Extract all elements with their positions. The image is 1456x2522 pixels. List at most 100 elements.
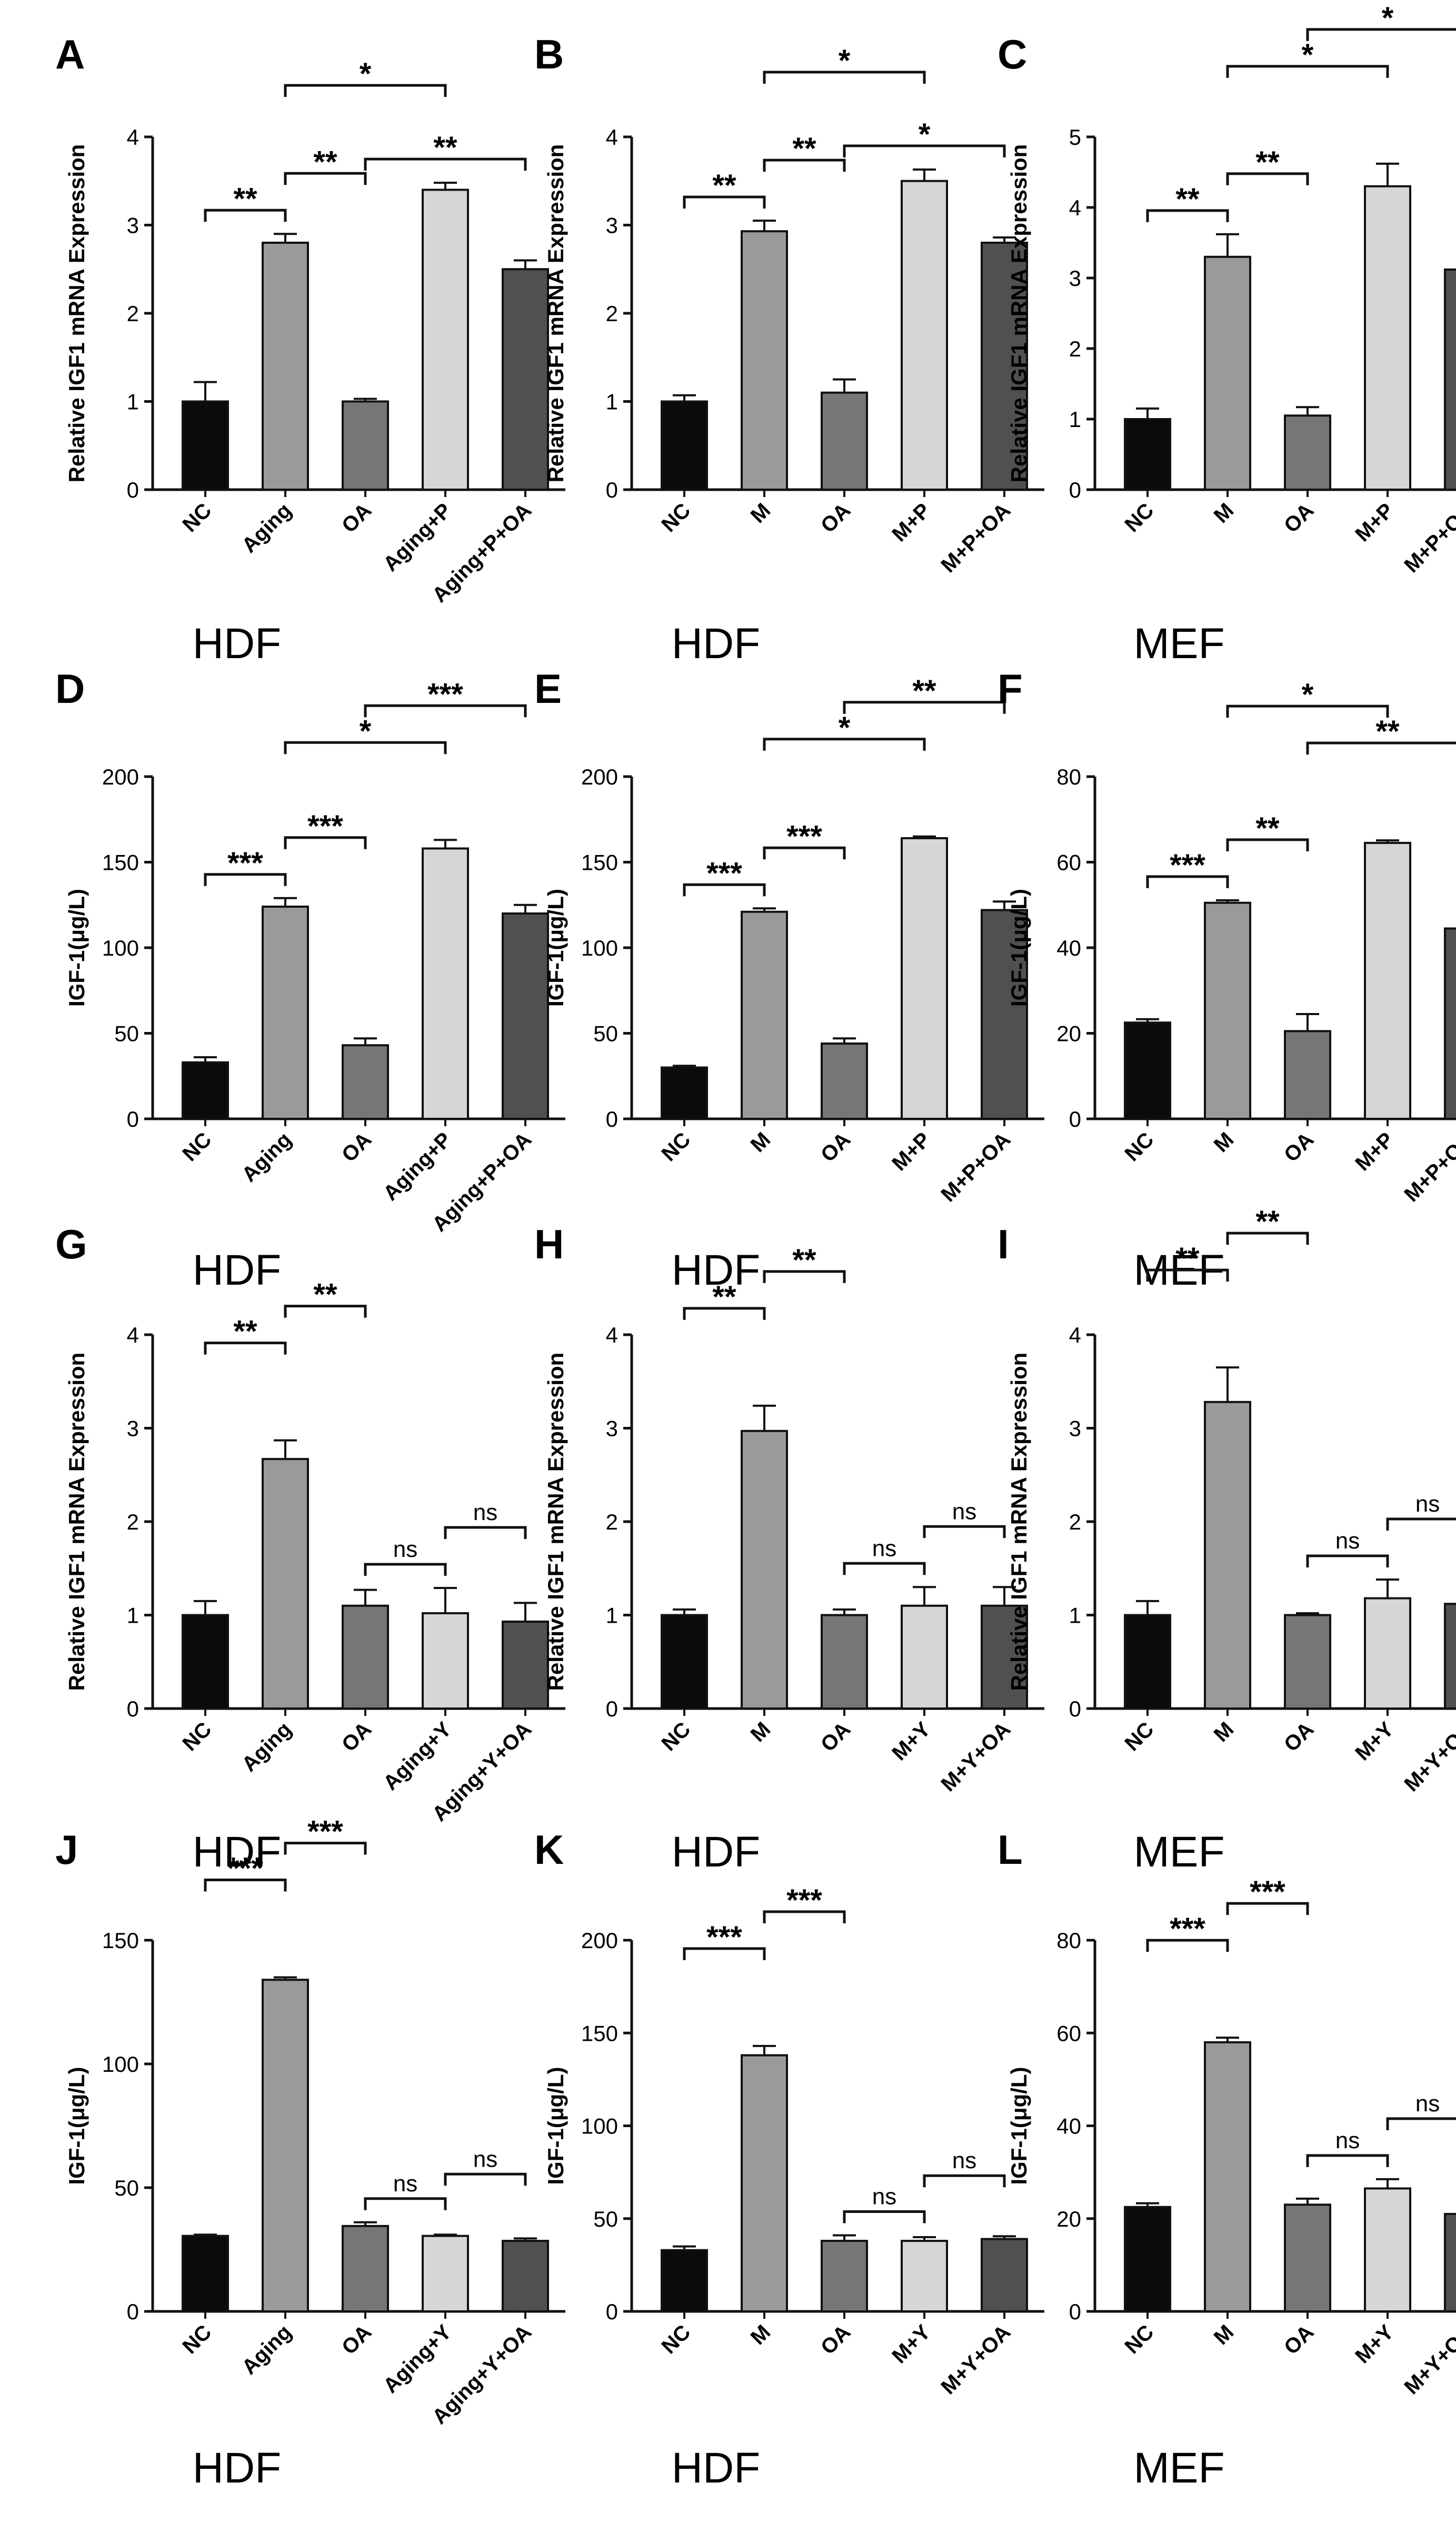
significance-bracket (364, 704, 527, 718)
x-tick-label: NC (1120, 1717, 1158, 1755)
significance-label: ** (912, 674, 936, 708)
y-axis-label: Relative IGF1 mRNA Expression (1006, 144, 1031, 483)
bar (901, 2240, 948, 2312)
x-tick-label: M+P+OA (1400, 499, 1456, 577)
bar (1364, 185, 1411, 491)
panel-letter: E (534, 666, 562, 712)
x-tick-label: OA (816, 1717, 855, 1756)
bar (661, 1066, 708, 1120)
bar (821, 1042, 868, 1120)
bar (1204, 255, 1251, 491)
x-tick-label: NC (178, 1128, 216, 1166)
significance-bracket (204, 208, 287, 222)
y-tick-label: 50 (114, 2176, 139, 2200)
y-tick-label: 40 (1056, 2114, 1081, 2139)
y-tick-label: 0 (606, 1107, 618, 1131)
y-tick-label: 3 (1069, 1416, 1081, 1441)
y-tick-label: 4 (1069, 195, 1081, 220)
significance-label: *** (786, 819, 822, 853)
panel-d: D 0 50 100 150 200 IGF-1(μg/L) NC Aging OA Aging+P… (55, 666, 565, 1294)
y-tick-label: 150 (102, 850, 139, 875)
significance-bracket (763, 846, 846, 860)
significance-label: ns (952, 2148, 976, 2173)
x-tick-label: OA (1280, 499, 1319, 538)
panel-l: L 0 20 40 60 80 IGF-1(μg/L) NC M OA M+Y M+Y+OA *** **… (998, 1826, 1456, 2492)
significance-label: ns (393, 2171, 417, 2197)
y-tick-label: 1 (606, 1603, 618, 1628)
y-tick-label: 100 (581, 2114, 618, 2139)
significance-label: ** (1255, 811, 1280, 846)
x-tick-label: M+Y+OA (936, 2320, 1015, 2399)
x-tick-label: OA (1280, 1717, 1319, 1756)
cell-type-label: MEF (1133, 620, 1224, 668)
significance-bracket (683, 883, 766, 897)
y-tick-label: 0 (127, 478, 139, 502)
x-tick-label: OA (1280, 2320, 1319, 2359)
y-tick-label: 50 (593, 1021, 618, 1046)
y-tick-label: 3 (127, 1416, 139, 1441)
x-tick-label: M+P (1351, 499, 1398, 546)
bar (661, 2249, 708, 2312)
significance-bracket (1146, 1268, 1229, 1282)
x-tick-label: NC (657, 1128, 695, 1166)
significance-label: *** (307, 809, 343, 843)
y-tick-label: 2 (1069, 1510, 1081, 1534)
panel-c: C 0 1 2 3 4 5 Relative IGF1 mRNA Expression NC M O… (998, 1, 1456, 668)
y-tick-label: 80 (1056, 1928, 1081, 1953)
y-tick-label: 100 (581, 936, 618, 960)
x-tick-label: OA (816, 2320, 855, 2359)
bar (901, 1604, 948, 1710)
significance-bracket (284, 836, 367, 849)
bar (342, 400, 389, 491)
y-tick-label: 20 (1056, 1021, 1081, 1046)
bar (422, 188, 469, 491)
x-tick-label: M+Y (887, 1717, 935, 1765)
bar (821, 391, 868, 491)
x-tick-label: M+Y+OA (1400, 2320, 1456, 2399)
y-tick-label: 50 (114, 1021, 139, 1046)
significance-bracket (444, 2172, 527, 2186)
significance-label: ** (792, 132, 816, 166)
significance-bracket (1306, 2154, 1389, 2167)
panel-letter: K (534, 1826, 564, 1873)
significance-label: ns (393, 1536, 417, 1562)
bar (1284, 2203, 1331, 2312)
significance-label: ns (473, 1500, 497, 1525)
significance-bracket (1226, 172, 1309, 185)
significance-bracket (284, 84, 447, 97)
bar (1284, 414, 1331, 491)
x-tick-label: NC (178, 499, 216, 537)
x-tick-label: M (1210, 499, 1239, 528)
x-tick-label: NC (178, 2320, 216, 2358)
bar (741, 2054, 788, 2313)
significance-bracket (284, 1842, 367, 1855)
y-tick-label: 3 (1069, 266, 1081, 291)
x-tick-label: M+P (1351, 1128, 1398, 1175)
significance-label: ns (1335, 2128, 1360, 2153)
significance-label: ** (313, 1278, 337, 1312)
x-tick-label: M+P+OA (936, 499, 1015, 577)
bar (1124, 1614, 1171, 1710)
significance-bracket (923, 2174, 1006, 2188)
x-tick-label: Aging (237, 499, 296, 557)
significance-label: *** (706, 856, 742, 890)
significance-label: ** (313, 145, 337, 179)
x-tick-label: M (746, 2320, 775, 2349)
y-tick-label: 200 (581, 1928, 618, 1953)
significance-label: *** (1250, 1875, 1285, 1909)
significance-bracket (1146, 209, 1229, 222)
significance-label: ** (1175, 1242, 1200, 1276)
y-tick-label: 1 (1069, 1603, 1081, 1628)
y-tick-label: 100 (102, 2052, 139, 2077)
y-tick-label: 50 (593, 2207, 618, 2231)
x-tick-label: NC (657, 499, 695, 537)
panel-b: B 0 1 2 3 4 Relative IGF1 mRNA Expression NC M OA… (534, 31, 1044, 668)
y-tick-label: 0 (127, 2299, 139, 2324)
bar (741, 230, 788, 491)
significance-label: * (360, 57, 372, 91)
y-tick-label: 2 (127, 301, 139, 326)
significance-bracket (843, 2210, 926, 2223)
